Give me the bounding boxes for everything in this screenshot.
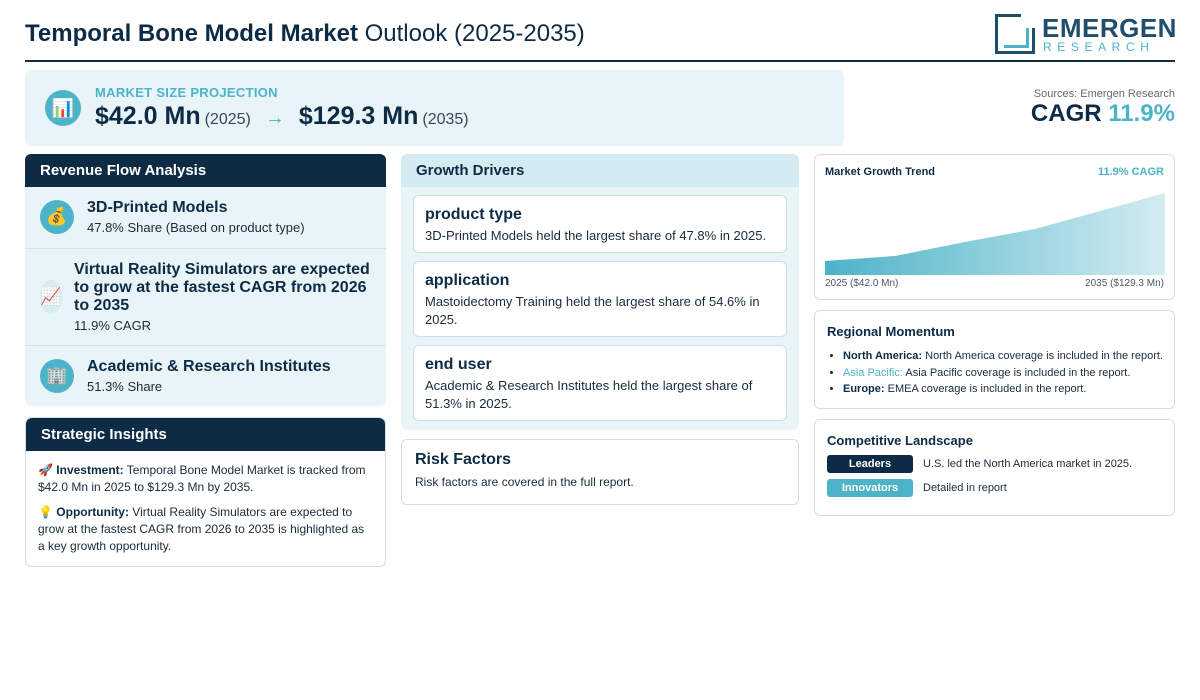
regional-momentum-title: Regional Momentum xyxy=(827,324,955,339)
projection-values: $42.0 Mn (2025) → $129.3 Mn (2035) xyxy=(95,102,469,131)
cagr-headline: CAGR 11.9% xyxy=(1031,100,1175,128)
growth-area-chart xyxy=(825,193,1165,275)
trend-title: Market Growth Trend xyxy=(825,166,936,178)
trend-start-label: 2025 ($42.0 Mn) xyxy=(825,278,899,289)
revenue-item-title: Virtual Reality Simulators are expected … xyxy=(74,261,370,314)
innovators-text: Detailed in report xyxy=(923,482,1007,494)
region-name: Europe: xyxy=(843,383,885,395)
revenue-item-subtitle: 51.3% Share xyxy=(87,379,163,394)
revenue-item-title: Academic & Research Institutes xyxy=(87,358,331,375)
driver-card[interactable]: application Mastoidectomy Training held … xyxy=(413,261,787,337)
sources-note: Sources: Emergen Research xyxy=(1033,88,1175,100)
arrow-right-icon: → xyxy=(264,107,285,129)
driver-description: Academic & Research Institutes held the … xyxy=(425,378,753,411)
growth-drivers-heading: Growth Drivers xyxy=(401,154,799,187)
list-item: Asia Pacific: Asia Pacific coverage is i… xyxy=(843,365,1163,382)
start-year: (2025) xyxy=(204,111,251,128)
investment-label: Investment: xyxy=(56,463,124,477)
driver-card[interactable]: end user Academic & Research Institutes … xyxy=(413,345,787,421)
revenue-item-title: 3D-Printed Models xyxy=(87,199,228,216)
page-title: Temporal Bone Model Market Outlook (2025… xyxy=(25,20,585,48)
region-text: North America coverage is included in th… xyxy=(925,350,1163,362)
building-icon: 🏢 xyxy=(40,359,74,393)
logo-mark-icon xyxy=(995,14,1035,54)
strategic-insights-panel: Strategic Insights 🚀 Investment: Tempora… xyxy=(25,417,386,567)
cagr-label: CAGR xyxy=(1030,100,1102,127)
competitive-landscape-title: Competitive Landscape xyxy=(827,433,973,448)
region-name: Asia Pacific: xyxy=(843,366,903,379)
page-title-rest: Outlook (2025-2035) xyxy=(364,20,585,47)
driver-description: 3D-Printed Models held the largest share… xyxy=(425,228,767,243)
list-item: North America: North America coverage is… xyxy=(843,348,1163,365)
driver-title: end user xyxy=(425,356,492,373)
revenue-item[interactable]: 📈 Virtual Reality Simulators are expecte… xyxy=(25,248,386,345)
region-text: EMEA coverage is included in the report. xyxy=(887,383,1087,395)
page-header: Temporal Bone Model Market Outlook (2025… xyxy=(25,0,1176,62)
region-list: North America: North America coverage is… xyxy=(843,348,1163,398)
driver-title: product type xyxy=(425,206,522,223)
driver-description: Mastoidectomy Training held the largest … xyxy=(425,294,760,327)
start-value: $42.0 Mn xyxy=(95,102,201,130)
leaders-badge: Leaders xyxy=(827,455,913,473)
revenue-item-subtitle: 11.9% CAGR xyxy=(74,318,152,333)
trend-cagr: 11.9% CAGR xyxy=(1097,166,1164,178)
revenue-item[interactable]: 💰 3D-Printed Models 47.8% Share (Based o… xyxy=(25,187,386,248)
money-bag-icon: 💰 xyxy=(40,200,74,234)
revenue-item[interactable]: 🏢 Academic & Research Institutes 51.3% S… xyxy=(25,345,386,406)
end-value: $129.3 Mn xyxy=(298,102,419,130)
opportunity-label: Opportunity: xyxy=(56,505,129,519)
opportunity-insight: 💡 Opportunity: Virtual Reality Simulator… xyxy=(38,504,374,555)
logo-name: EMERGEN xyxy=(1042,13,1177,43)
emergen-logo[interactable]: EMERGEN RESEARCH xyxy=(995,14,1176,56)
market-size-projection: 📊 MARKET SIZE PROJECTION $42.0 Mn (2025) →… xyxy=(25,70,844,146)
rocket-icon: 🚀 xyxy=(38,463,53,477)
strategic-insights-heading: Strategic Insights xyxy=(26,418,385,451)
growth-drivers-panel: Growth Drivers product type 3D-Printed M… xyxy=(401,154,799,430)
revenue-flow-panel: Revenue Flow Analysis 💰 3D-Printed Model… xyxy=(25,154,386,406)
region-text: Asia Pacific coverage is included in the… xyxy=(905,366,1131,379)
risk-factors-title: Risk Factors xyxy=(415,451,512,468)
revenue-item-subtitle: 47.8% Share (Based on product type) xyxy=(87,220,305,235)
growth-area xyxy=(825,193,1165,275)
market-growth-trend-panel: Market Growth Trend 11.9% CAGR 2025 ($42… xyxy=(814,154,1175,300)
bar-chart-icon: 📊 xyxy=(45,90,81,126)
risk-factors-description: Risk factors are covered in the full rep… xyxy=(415,475,634,489)
driver-card[interactable]: product type 3D-Printed Models held the … xyxy=(413,195,787,253)
logo-subtitle: RESEARCH xyxy=(1043,40,1155,54)
region-name: North America: xyxy=(843,350,923,362)
leaders-text: U.S. led the North America market in 202… xyxy=(923,458,1133,470)
lightbulb-icon: 💡 xyxy=(38,505,53,519)
trend-end-label: 2035 ($129.3 Mn) xyxy=(1085,278,1164,289)
page-title-bold: Temporal Bone Model Market xyxy=(25,20,358,47)
driver-title: application xyxy=(425,272,510,289)
investment-text: Temporal Bone Model Market is tracked fr… xyxy=(38,463,366,494)
risk-factors-panel[interactable]: Risk Factors Risk factors are covered in… xyxy=(401,439,799,505)
end-year: (2035) xyxy=(422,111,469,128)
revenue-flow-heading: Revenue Flow Analysis xyxy=(25,154,386,187)
regional-momentum-panel: Regional Momentum North America: North A… xyxy=(814,310,1175,409)
trend-up-icon: 📈 xyxy=(40,280,62,314)
opportunity-text: Virtual Reality Simulators are expected … xyxy=(38,505,365,553)
list-item: Europe: EMEA coverage is included in the… xyxy=(843,381,1163,398)
cagr-value: 11.9% xyxy=(1108,100,1175,127)
investment-insight: 🚀 Investment: Temporal Bone Model Market… xyxy=(38,462,374,496)
competitive-landscape-panel: Competitive Landscape Leaders U.S. led t… xyxy=(814,419,1175,516)
innovators-badge: Innovators xyxy=(827,479,913,497)
projection-label: MARKET SIZE PROJECTION xyxy=(95,85,278,100)
